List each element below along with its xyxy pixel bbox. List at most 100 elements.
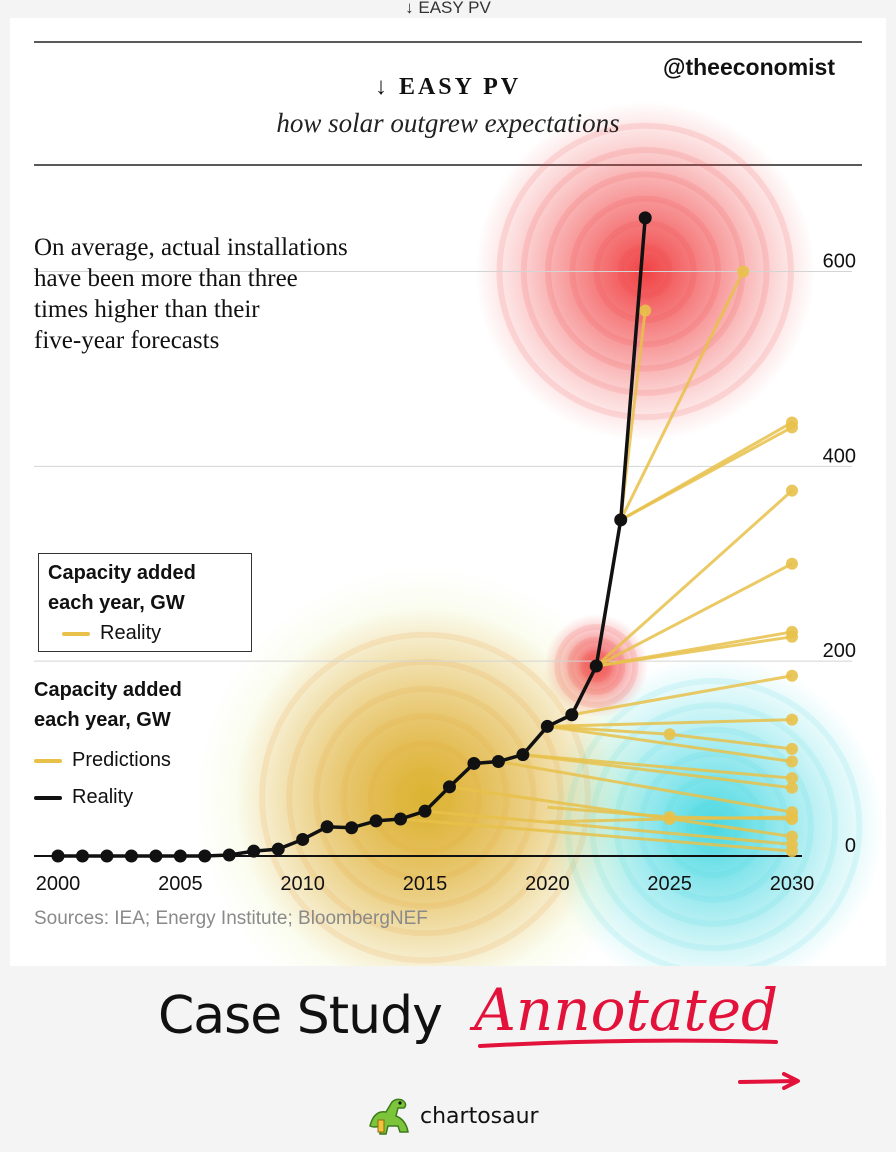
brand-lockup: chartosaur (366, 1096, 539, 1136)
prediction-line (547, 724, 793, 763)
y-tick-label: 400 (823, 445, 856, 467)
legend-item: Predictions (34, 749, 274, 772)
prediction-line (400, 817, 793, 853)
prediction-line (449, 785, 793, 839)
underline-stroke (478, 1038, 778, 1048)
reality-point (614, 513, 628, 527)
prediction-point (786, 484, 798, 497)
prediction-point (786, 755, 798, 768)
prediction-line (619, 421, 793, 522)
prediction-point (663, 728, 676, 741)
prediction-point (737, 265, 750, 278)
reality-point (418, 804, 432, 818)
source-handle: @theeconomist (663, 54, 835, 80)
legend-swatch (62, 631, 90, 636)
reality-point (247, 844, 261, 858)
reality-point (589, 659, 603, 673)
reality-point (198, 849, 212, 863)
x-tick-label: 2015 (403, 873, 448, 895)
legend-label: Reality (72, 786, 134, 808)
reality-point (540, 719, 554, 733)
prediction-point (786, 669, 798, 682)
reality-point (491, 755, 505, 769)
reality-point (345, 821, 359, 835)
x-tick-label: 2025 (647, 873, 692, 895)
reality-point (51, 849, 65, 863)
x-tick-label: 2030 (770, 873, 815, 895)
reality-point (638, 211, 652, 225)
y-tick-label: 200 (823, 640, 856, 662)
prediction-line (571, 674, 793, 717)
prediction-point (786, 713, 798, 726)
legend-boxed: Capacity added each year, GW Reality (38, 553, 252, 652)
prediction-line (596, 635, 793, 668)
prediction-line (547, 718, 793, 728)
y-tick-label: 600 (823, 250, 856, 272)
cropped-header-text: ↓ EASY PV (405, 0, 491, 17)
prediction-line (522, 753, 793, 780)
footer-annotated: Annotated (474, 976, 779, 1044)
y-tick-label: 0 (845, 835, 856, 857)
reality-point (442, 780, 456, 794)
reality-point (467, 756, 481, 770)
chart-annotation: On average, actual installations have be… (34, 232, 414, 356)
reality-point (369, 814, 383, 828)
reality-point (565, 708, 579, 722)
annotation-line: times higher than their (34, 296, 260, 323)
legend-title: Capacity added (48, 562, 196, 584)
chart-kicker: ↓ EASY PV (374, 74, 522, 100)
legend-item: Reality (34, 786, 274, 809)
chart-source: Sources: IEA; Energy Institute; Bloomber… (34, 908, 428, 929)
annotation-line: have been more than three (34, 265, 298, 292)
prediction-point (786, 806, 798, 819)
footer-title: Case Study (158, 986, 443, 1046)
prediction-point (786, 781, 798, 794)
reality-point (516, 748, 530, 762)
reality-point (173, 849, 187, 863)
prediction-line (498, 760, 793, 814)
arrow-right-icon (738, 1072, 800, 1090)
reality-point (394, 812, 408, 826)
x-tick-label: 2010 (280, 873, 325, 895)
x-tick-label: 2000 (36, 873, 81, 895)
legend-swatch (34, 758, 62, 763)
reality-point (149, 849, 163, 863)
legend-title: each year, GW (34, 709, 171, 731)
legend-plain: Capacity added each year, GW Predictions… (34, 675, 274, 809)
prediction-line (424, 809, 793, 846)
legend-label: Reality (100, 622, 162, 644)
reality-point (271, 842, 285, 856)
chart-subtitle: how solar outgrew expectations (276, 108, 620, 138)
annotation-line: five-year forecasts (34, 327, 220, 354)
legend-swatch (34, 795, 62, 800)
prediction-line (595, 489, 794, 668)
prediction-point (786, 416, 798, 429)
prediction-line (595, 562, 793, 668)
brand-name: chartosaur (420, 1103, 539, 1129)
prediction-line (522, 753, 793, 790)
highlight-ring (686, 799, 741, 855)
prediction-point (786, 630, 798, 643)
legend-item: Reality (62, 622, 196, 645)
annotation-line: On average, actual installations (34, 234, 348, 261)
reality-point (296, 832, 310, 846)
prediction-point (786, 845, 798, 858)
prediction-point (786, 557, 798, 570)
highlight-glow (195, 567, 655, 966)
prediction-point (786, 772, 798, 785)
x-tick-label: 2020 (525, 873, 570, 895)
reality-point (222, 848, 236, 862)
reality-point (100, 849, 114, 863)
reality-point (124, 849, 138, 863)
prediction-line (619, 270, 745, 521)
dinosaur-logo-icon (369, 1098, 409, 1135)
chart-canvas: 0 200 400 600 2000 2005 2010 2015 2020 2025 2030 (34, 41, 884, 966)
reality-point (320, 820, 334, 834)
legend-title: each year, GW (48, 592, 185, 614)
prediction-point (786, 742, 798, 755)
x-tick-label: 2005 (158, 873, 203, 895)
legend-title: Capacity added (34, 679, 182, 701)
prediction-point (639, 304, 652, 317)
legend-label: Predictions (72, 749, 171, 771)
reality-point (75, 849, 89, 863)
